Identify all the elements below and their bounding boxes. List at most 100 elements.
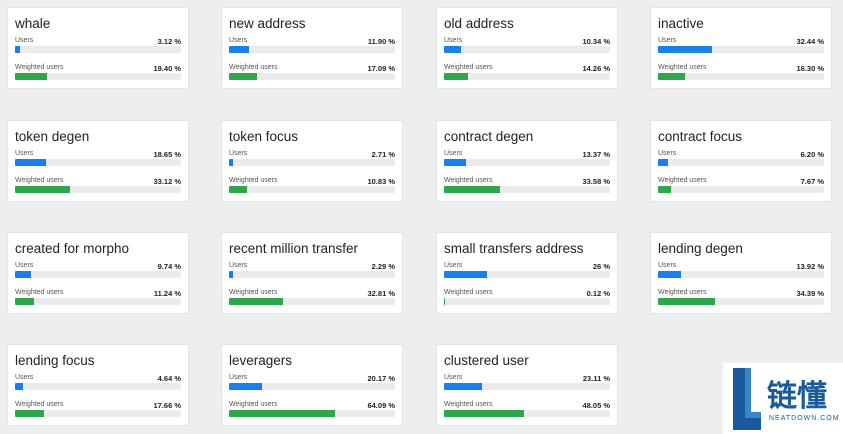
card-title: inactive (658, 16, 704, 31)
users-progress-bar (444, 271, 488, 278)
card-title: lending focus (15, 353, 95, 368)
card-title: new address (229, 16, 306, 31)
users-metric: Users 9.74 % (15, 262, 181, 282)
users-value: 18.65 % (153, 150, 181, 159)
weighted-users-label: Weighted users (229, 401, 278, 408)
card-title: recent million transfer (229, 241, 359, 256)
weighted-users-metric: Weighted users 17.09 % (229, 64, 395, 84)
weighted-users-label: Weighted users (444, 177, 493, 184)
weighted-users-value: 19.40 % (153, 64, 181, 73)
weighted-users-metric: Weighted users 19.40 % (15, 64, 181, 84)
segment-card: whale Users 3.12 % Weighted users 19.40 % (7, 7, 189, 89)
users-metric: Users 2.71 % (229, 150, 395, 170)
weighted-users-value: 14.26 % (582, 64, 610, 73)
weighted-users-metric: Weighted users 0.12 % (444, 289, 610, 309)
card-title: old address (444, 16, 514, 31)
users-progress-track (658, 46, 824, 53)
weighted-users-progress-track (658, 73, 824, 80)
weighted-users-label: Weighted users (444, 401, 493, 408)
users-progress-track (229, 159, 395, 166)
segment-card: leveragers Users 20.17 % Weighted users 64.0… (221, 344, 403, 426)
weighted-users-progress-track (444, 410, 610, 417)
weighted-users-progress-bar (444, 73, 468, 80)
weighted-users-progress-bar (658, 186, 671, 193)
weighted-users-progress-bar (444, 410, 524, 417)
weighted-users-progress-track (15, 73, 181, 80)
users-progress-track (15, 271, 181, 278)
users-progress-track (229, 383, 395, 390)
users-progress-track (444, 271, 610, 278)
weighted-users-progress-bar (229, 186, 247, 193)
users-label: Users (444, 37, 463, 44)
weighted-users-label: Weighted users (444, 289, 493, 296)
users-value: 4.64 % (157, 374, 181, 383)
users-metric: Users 23.11 % (444, 374, 610, 394)
card-title: contract focus (658, 129, 743, 144)
weighted-users-metric: Weighted users 14.26 % (444, 64, 610, 84)
users-value: 6.20 % (800, 150, 824, 159)
weighted-users-progress-bar (658, 298, 716, 305)
users-progress-bar (229, 271, 233, 278)
weighted-users-progress-bar (444, 186, 500, 193)
users-value: 26 % (592, 262, 610, 271)
users-label: Users (15, 374, 34, 381)
users-value: 32.44 % (796, 37, 824, 46)
users-label: Users (229, 374, 248, 381)
users-label: Users (658, 37, 677, 44)
weighted-users-progress-bar (15, 186, 70, 193)
weighted-users-value: 33.12 % (153, 177, 181, 186)
weighted-users-progress-track (444, 298, 610, 305)
weighted-users-progress-track (15, 410, 181, 417)
weighted-users-label: Weighted users (15, 177, 64, 184)
weighted-users-metric: Weighted users 10.83 % (229, 177, 395, 197)
users-progress-track (15, 159, 181, 166)
users-progress-track (444, 46, 610, 53)
weighted-users-value: 0.12 % (586, 289, 610, 298)
users-metric: Users 2.29 % (229, 262, 395, 282)
weighted-users-progress-track (658, 186, 824, 193)
users-value: 10.34 % (582, 37, 610, 46)
card-title: contract degen (444, 129, 534, 144)
weighted-users-value: 32.81 % (367, 289, 395, 298)
users-metric: Users 10.34 % (444, 37, 610, 57)
segment-card: lending focus Users 4.64 % Weighted users 17… (7, 344, 189, 426)
watermark-logo: 链懂 NEATDOWN.COM (723, 363, 843, 434)
weighted-users-progress-track (229, 410, 395, 417)
weighted-users-progress-track (444, 186, 610, 193)
weighted-users-progress-track (229, 298, 395, 305)
users-value: 20.17 % (367, 374, 395, 383)
card-title: whale (15, 16, 51, 31)
weighted-users-metric: Weighted users 32.81 % (229, 289, 395, 309)
users-metric: Users 13.37 % (444, 150, 610, 170)
users-label: Users (444, 262, 463, 269)
weighted-users-progress-track (15, 298, 181, 305)
card-title: clustered user (444, 353, 529, 368)
users-progress-bar (15, 271, 32, 278)
segment-card: recent million transfer Users 2.29 % Weight… (221, 232, 403, 314)
weighted-users-progress-bar (229, 298, 284, 305)
users-metric: Users 13.92 % (658, 262, 824, 282)
card-title: token degen (15, 129, 90, 144)
users-progress-bar (15, 159, 46, 166)
users-progress-bar (15, 46, 21, 53)
users-metric: Users 20.17 % (229, 374, 395, 394)
segment-card: new address Users 11.90 % Weighted users 17.… (221, 7, 403, 89)
users-progress-bar (444, 159, 467, 166)
weighted-users-value: 16.30 % (796, 64, 824, 73)
users-metric: Users 6.20 % (658, 150, 824, 170)
weighted-users-value: 64.09 % (367, 401, 395, 410)
weighted-users-progress-track (444, 73, 610, 80)
weighted-users-progress-track (229, 186, 395, 193)
users-progress-bar (444, 46, 462, 53)
weighted-users-label: Weighted users (229, 64, 278, 71)
users-value: 3.12 % (157, 37, 181, 46)
users-label: Users (15, 262, 34, 269)
weighted-users-label: Weighted users (658, 289, 707, 296)
users-metric: Users 26 % (444, 262, 610, 282)
users-value: 13.92 % (796, 262, 824, 271)
segment-card: lending degen Users 13.92 % Weighted users 3… (650, 232, 832, 314)
weighted-users-value: 48.05 % (582, 401, 610, 410)
weighted-users-metric: Weighted users 48.05 % (444, 401, 610, 421)
users-value: 13.37 % (582, 150, 610, 159)
weighted-users-metric: Weighted users 64.09 % (229, 401, 395, 421)
